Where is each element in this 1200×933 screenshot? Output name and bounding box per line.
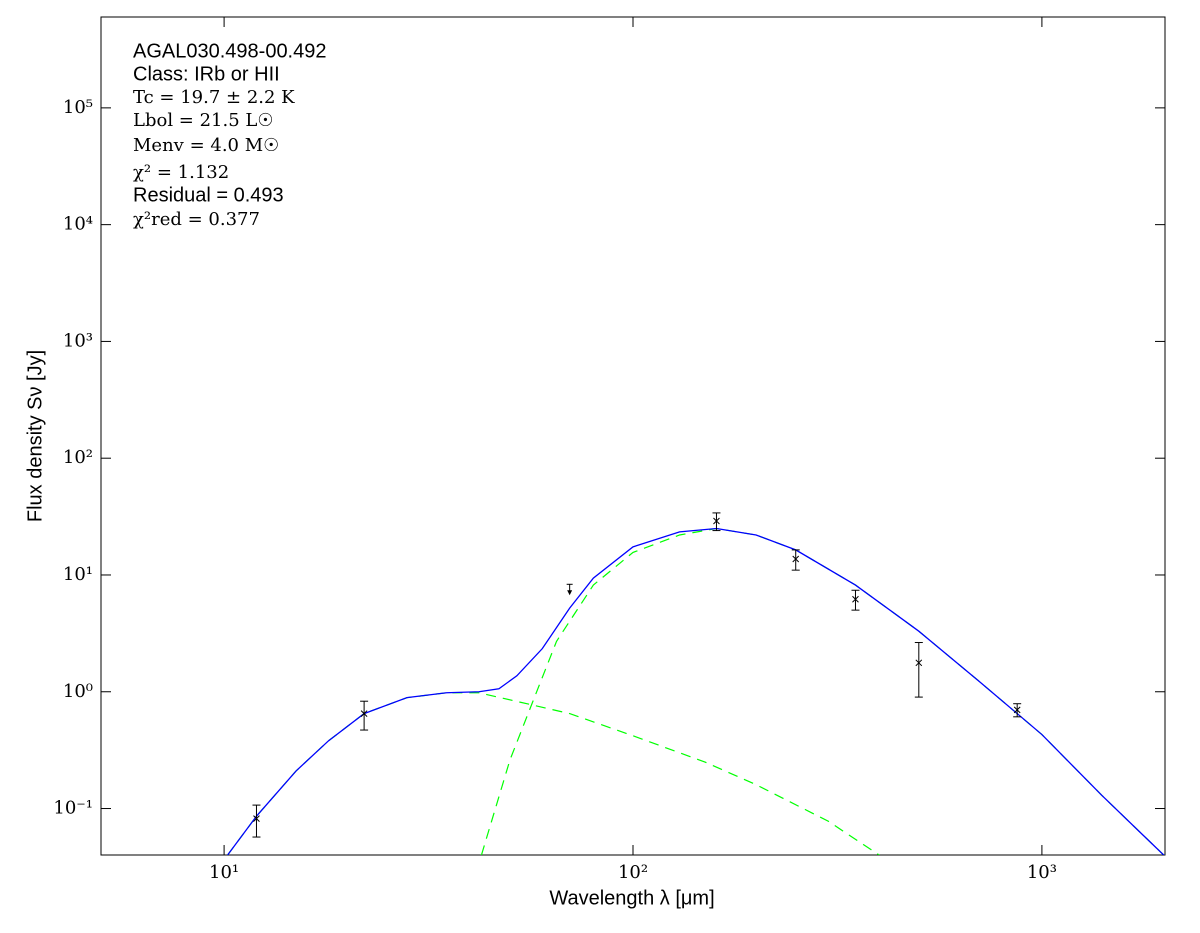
model-curve [480, 527, 1165, 855]
model-curve [227, 527, 1165, 855]
y-tick-label: 10¹ [63, 564, 93, 585]
annotation: χ² = 1.132 [133, 162, 229, 183]
y-tick-label: 10³ [63, 330, 93, 351]
x-axis-label: Wavelength λ [μm] [549, 887, 714, 909]
error-bar [360, 700, 369, 731]
data-point [713, 517, 720, 525]
y-tick-label: 10² [63, 447, 93, 468]
annotation: AGAL030.498-00.492 [133, 40, 327, 62]
annotation: Residual = 0.493 [133, 184, 284, 206]
data-point [792, 555, 800, 563]
error-bar [712, 512, 721, 532]
error-bar [851, 589, 860, 611]
y-tick-label: 10⁻¹ [53, 798, 93, 819]
data-point [360, 710, 368, 717]
annotation: χ²red = 0.377 [133, 209, 260, 230]
annotation: Class: IRb or HII [133, 63, 280, 85]
data-point [1013, 706, 1021, 714]
y-tick-label: 10⁴ [63, 214, 93, 235]
data-point [915, 659, 923, 667]
error-bar [791, 549, 800, 571]
y-axis-label: Flux density Sν [Jy] [24, 350, 46, 522]
data-point [253, 815, 260, 822]
upper-limit-part [567, 590, 573, 596]
error-bar [252, 804, 261, 838]
y-tick-label: 10⁵ [63, 97, 93, 118]
model-curve [227, 692, 880, 855]
x-tick-label: 10¹ [209, 862, 239, 883]
x-tick-label: 10² [618, 862, 648, 883]
y-tick-label: 10⁰ [63, 681, 93, 702]
annotation: Tc = 19.7 ± 2.2 K [133, 87, 295, 108]
x-tick-label: 10³ [1027, 862, 1057, 883]
upper-limit [566, 583, 573, 596]
annotation: Menv = 4.0 M☉ [133, 135, 279, 156]
error-bar [914, 642, 923, 698]
data-point [852, 595, 859, 603]
annotation: Lbol = 21.5 L☉ [133, 110, 273, 131]
